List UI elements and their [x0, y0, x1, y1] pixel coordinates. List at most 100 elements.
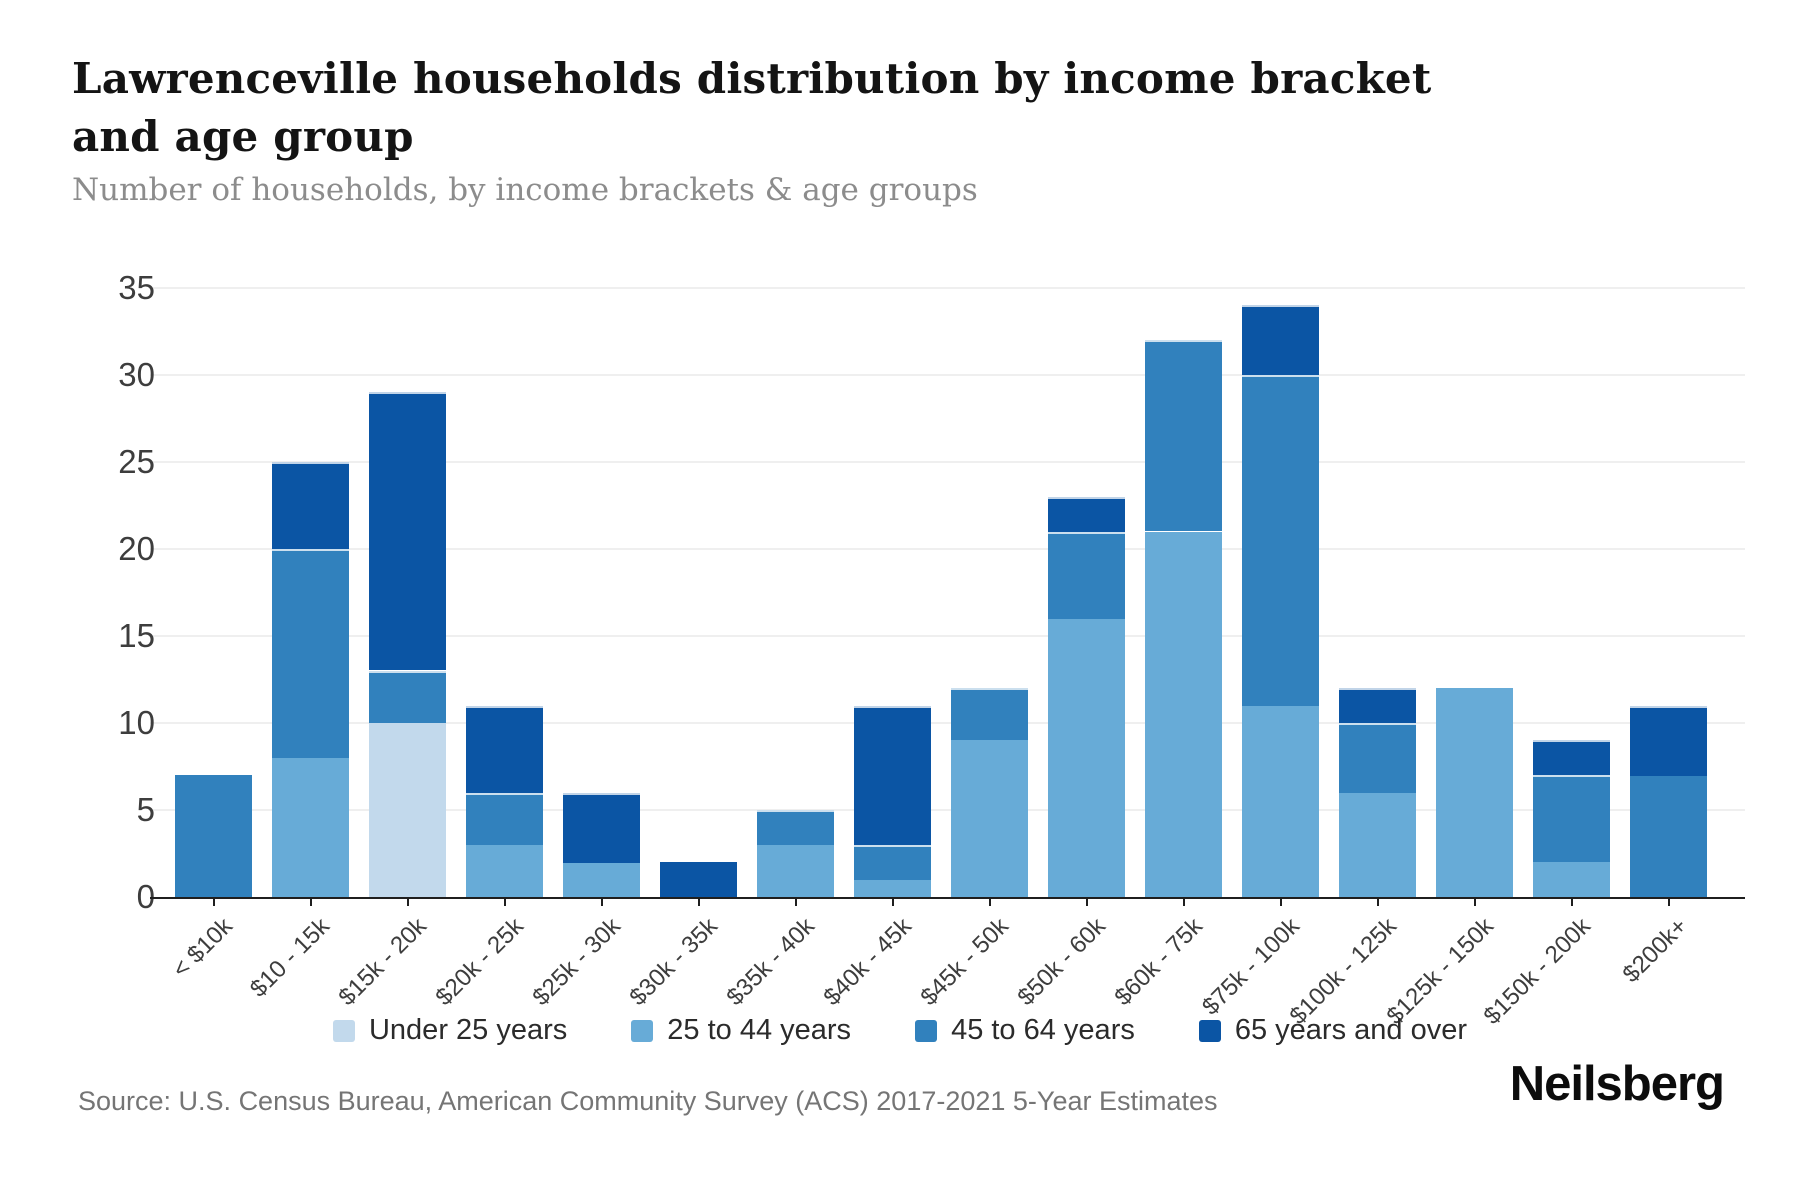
bar-segment: [951, 740, 1028, 897]
legend-label: Under 25 years: [368, 1014, 568, 1046]
bar-segment: [1145, 340, 1222, 531]
x-tick: [989, 899, 991, 906]
bar-segment: [1533, 775, 1610, 862]
legend-swatch: [631, 1019, 654, 1042]
y-tick-label: 30: [118, 356, 155, 393]
brand-logo: Neilsberg: [1509, 1057, 1725, 1111]
x-axis-line: [150, 897, 1745, 899]
x-tick-label: < $10k: [167, 912, 238, 984]
bar-segment: [1533, 862, 1610, 897]
bar-segment: [466, 845, 543, 897]
y-tick-label: 35: [118, 269, 155, 306]
bar-segment: [854, 845, 931, 880]
bar-segment: [1048, 532, 1125, 619]
grid-line: [150, 374, 1745, 376]
bar-segment: [563, 793, 640, 863]
x-tick-label: $125k - 150k: [1381, 912, 1499, 1030]
legend-swatch: [915, 1019, 938, 1042]
legend-label: 25 to 44 years: [667, 1014, 852, 1046]
x-tick-label: $15k - 20k: [333, 912, 432, 1012]
x-tick: [1474, 899, 1476, 906]
y-tick-label: 20: [118, 530, 155, 567]
bar-segment: [272, 549, 349, 758]
legend-label: 65 years and over: [1234, 1014, 1468, 1046]
legend: Under 25 years 25 to 44 years 45 to 64 yea…: [0, 1014, 1800, 1047]
bar-segment: [1339, 723, 1416, 793]
y-tick-label: 15: [118, 617, 155, 654]
x-tick: [310, 899, 312, 906]
x-tick-label: $100k - 125k: [1284, 912, 1402, 1030]
bar-segment: [272, 758, 349, 897]
bar-segment: [757, 845, 834, 897]
bar-segment: [369, 392, 446, 670]
bar-segment: [1048, 497, 1125, 532]
x-tick-label: $60k - 75k: [1109, 912, 1208, 1012]
x-tick: [795, 899, 797, 906]
bar-segment: [272, 462, 349, 549]
y-tick-label: 0: [136, 878, 155, 915]
bar-segment: [854, 706, 931, 845]
grid-line: [150, 287, 1745, 289]
bar-segment: [1242, 706, 1319, 897]
x-tick-label: $10 - 15k: [244, 912, 335, 1003]
grid-line: [150, 635, 1745, 637]
x-tick: [1668, 899, 1670, 906]
legend-item: 45 to 64 years: [915, 1014, 1135, 1047]
page-title: Lawrenceville households distribution by…: [72, 54, 1432, 161]
bar-segment: [1533, 740, 1610, 775]
grid-line: [150, 722, 1745, 724]
bar-segment: [175, 775, 252, 897]
x-tick: [1280, 899, 1282, 906]
x-tick: [407, 899, 409, 906]
legend-item: Under 25 years: [332, 1014, 568, 1047]
legend-swatch: [332, 1019, 355, 1042]
legend-swatch: [1198, 1019, 1221, 1042]
bar-segment: [369, 671, 446, 723]
x-tick-label: $25k - 30k: [527, 912, 626, 1012]
bar-segment: [1630, 775, 1707, 897]
bar-segment: [1436, 688, 1513, 897]
x-tick: [1183, 899, 1185, 906]
grid-line: [150, 548, 1745, 550]
x-tick: [1377, 899, 1379, 906]
y-tick-label: 10: [118, 704, 155, 741]
bar-segment: [1242, 305, 1319, 375]
bar-segment: [563, 862, 640, 897]
bar-segment: [854, 880, 931, 897]
bar-segment: [1339, 793, 1416, 897]
grid-line: [150, 809, 1745, 811]
bar-segment: [951, 688, 1028, 740]
bar-segment: [466, 706, 543, 793]
bar-segment: [369, 723, 446, 897]
bar-segment: [1242, 375, 1319, 706]
x-tick-label: $50k - 60k: [1012, 912, 1111, 1012]
bar-segment: [1048, 619, 1125, 897]
bar-segment: [1339, 688, 1416, 723]
y-tick-label: 5: [136, 791, 155, 828]
bar-segment: [466, 793, 543, 845]
x-tick-label: $35k - 40k: [721, 912, 820, 1012]
legend-item: 65 years and over: [1198, 1014, 1468, 1047]
x-tick: [1571, 899, 1573, 906]
bar-segment: [1145, 532, 1222, 897]
x-tick-label: $45k - 50k: [915, 912, 1014, 1012]
bar-segment: [660, 862, 737, 897]
x-tick: [698, 899, 700, 906]
y-tick-label: 25: [118, 443, 155, 480]
x-tick: [892, 899, 894, 906]
legend-item: 25 to 44 years: [631, 1014, 851, 1047]
bar-segment: [757, 810, 834, 845]
x-tick-label: $20k - 25k: [430, 912, 529, 1012]
source-text: Source: U.S. Census Bureau, American Com…: [78, 1086, 1218, 1116]
page-subtitle: Number of households, by income brackets…: [72, 172, 978, 208]
x-tick-label: $75k - 100k: [1197, 912, 1305, 1021]
x-tick: [601, 899, 603, 906]
x-tick-label: $30k - 35k: [624, 912, 723, 1012]
x-tick-label: $40k - 45k: [818, 912, 917, 1012]
x-tick: [1086, 899, 1088, 906]
bar-segment: [1630, 706, 1707, 776]
grid-line: [150, 461, 1745, 463]
x-tick: [504, 899, 506, 906]
